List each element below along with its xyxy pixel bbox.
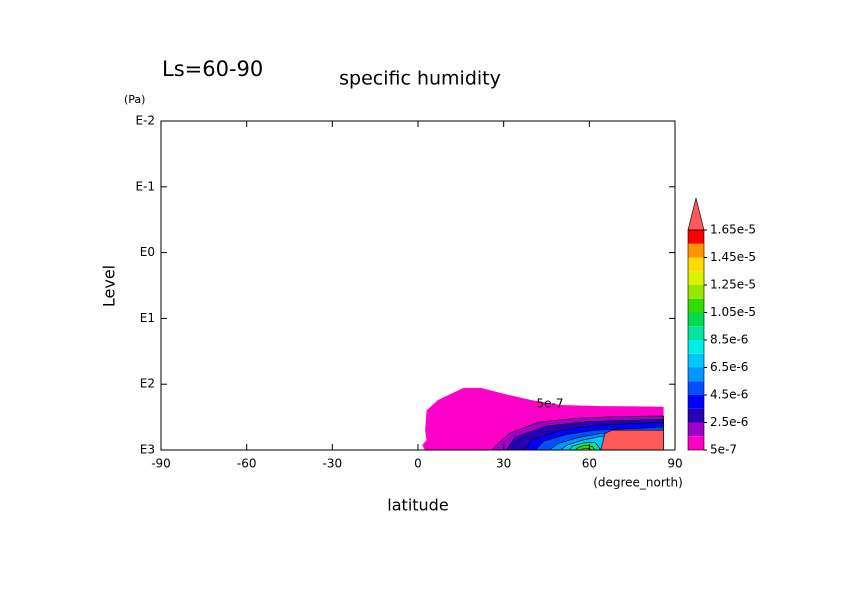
colorbar-band [688,257,704,272]
colorbar-band [688,271,704,285]
plot-area [422,387,664,451]
colorbar-band [688,285,704,299]
y-tick-label: E3 [140,443,155,457]
x-tick-label: 30 [496,457,511,471]
colorbar-label: 1.05e-5 [710,305,756,319]
x-tick-label: -60 [237,457,257,471]
colorbar-label: 5e-7 [710,443,737,457]
colorbar-extend [687,197,705,231]
colorbar-band [688,243,704,258]
colorbar-label: 1.45e-5 [710,250,756,264]
y-axis-label: Level [100,265,119,307]
contour-label: 5e-7 [537,397,564,411]
x-tick-label: -30 [323,457,343,471]
colorbar-label: 6.5e-6 [710,360,748,374]
colorbar-band [688,408,704,423]
colorbar-label: 2.5e-6 [710,415,748,429]
colorbar-band [688,395,704,409]
y-tick-label: E2 [140,377,155,391]
x-tick-label: 0 [414,457,422,471]
y-tick-label: E-2 [135,114,155,128]
colorbar-band [688,436,704,450]
x-tick-label: 60 [582,457,597,471]
colorbar-band [688,422,704,437]
y-tick-label: E-1 [135,179,155,193]
chart-title: specific humidity [339,68,501,90]
colorbar-band [688,312,704,327]
colorbar-band [688,326,704,340]
colorbar-label: 4.5e-6 [710,388,748,402]
colorbar-label: 8.5e-6 [710,333,748,347]
colorbar-band [688,298,704,313]
contour-region [600,429,664,451]
colorbar-band [688,230,704,244]
x-tick-label: -90 [151,457,171,471]
colorbar-band [688,353,704,368]
y-unit: (Pa) [124,93,145,106]
x-axis-label: latitude [387,496,448,515]
x-unit: (degree_north) [593,476,683,490]
colorbar-band [688,340,704,354]
y-tick-label: E0 [140,245,155,259]
colorbar-band [688,367,704,382]
colorbar-label: 1.25e-5 [710,278,756,292]
y-tick-label: E1 [140,311,155,325]
x-tick-label: 90 [667,457,682,471]
colorbar-band [688,381,704,395]
colorbar-label: 1.65e-5 [710,223,756,237]
plot-frame [160,120,676,451]
chart-subtitle: Ls=60-90 [162,57,263,81]
